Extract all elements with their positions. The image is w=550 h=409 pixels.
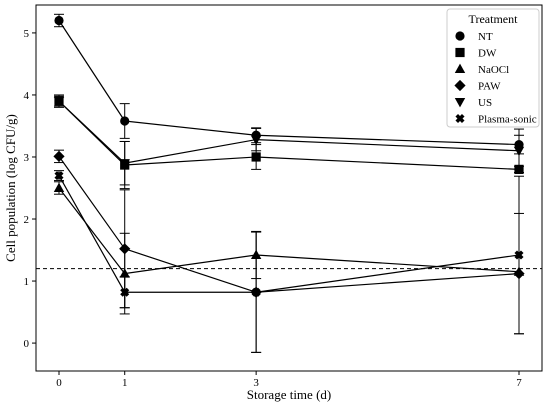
legend-items: NT DW NaOCl PAW US Plasma-sonic bbox=[454, 31, 537, 126]
y-tick-label: 0 bbox=[24, 338, 30, 350]
data-point-nt bbox=[120, 116, 130, 126]
y-axis-title: Cell population (log CFU/g) bbox=[3, 114, 18, 262]
legend-marker-us bbox=[454, 98, 466, 108]
legend-marker-nt bbox=[455, 31, 465, 41]
y-tick-layer: 0 1 2 3 4 5 bbox=[24, 28, 36, 350]
y-tick-label: 5 bbox=[24, 28, 30, 40]
marker-layer bbox=[53, 15, 525, 298]
data-point-plasma-sonic bbox=[514, 250, 524, 260]
x-tick-layer: 0 1 3 7 bbox=[56, 371, 522, 389]
series-line-layer bbox=[58, 20, 520, 293]
x-tick-label: 1 bbox=[122, 377, 128, 389]
data-point-paw bbox=[53, 150, 65, 162]
data-point-paw bbox=[119, 243, 131, 255]
data-point-us bbox=[119, 159, 130, 169]
data-point-us bbox=[513, 146, 525, 157]
legend-label-naocl: NaOCl bbox=[478, 64, 509, 76]
y-tick-label: 3 bbox=[24, 152, 30, 164]
series-line-dw bbox=[58, 100, 520, 170]
data-point-plasma-sonic bbox=[251, 287, 261, 297]
data-point-dw bbox=[514, 164, 524, 174]
data-point-plasma-sonic bbox=[54, 171, 64, 181]
series-line-naocl bbox=[58, 187, 520, 275]
legend-label-dw: DW bbox=[478, 48, 497, 60]
data-point-us bbox=[53, 97, 65, 107]
legend-marker-paw bbox=[454, 79, 466, 92]
x-tick-label: 7 bbox=[516, 377, 522, 389]
data-point-plasma-sonic bbox=[120, 287, 130, 297]
series-line-paw bbox=[58, 156, 520, 293]
data-point-naocl bbox=[53, 182, 65, 192]
x-tick-label: 0 bbox=[56, 377, 62, 389]
legend-marker-plasma-sonic bbox=[455, 113, 465, 124]
series-line-plasma-sonic bbox=[58, 175, 520, 293]
x-tick-label: 3 bbox=[253, 377, 259, 389]
y-tick-label: 4 bbox=[24, 90, 30, 102]
series-line-us bbox=[58, 100, 520, 164]
data-point-dw bbox=[251, 152, 261, 162]
data-point-naocl bbox=[250, 249, 262, 259]
y-tick-label: 2 bbox=[24, 214, 30, 226]
legend-box bbox=[446, 8, 540, 128]
legend-title: Treatment bbox=[469, 12, 519, 26]
legend: Treatment NT DW NaOCl PAW US Plasma-sonic bbox=[446, 8, 540, 128]
legend-label-nt: NT bbox=[478, 31, 493, 43]
legend-marker-naocl bbox=[454, 63, 466, 73]
legend-label-paw: PAW bbox=[478, 81, 501, 93]
x-axis-title: Storage time (d) bbox=[247, 387, 331, 402]
series-line-nt bbox=[58, 20, 520, 146]
legend-label-plasma-sonic: Plasma-sonic bbox=[478, 114, 537, 126]
data-point-nt bbox=[54, 15, 64, 26]
y-tick-label: 1 bbox=[24, 276, 30, 288]
plot-frame bbox=[35, 4, 543, 372]
legend-label-us: US bbox=[478, 97, 492, 109]
legend-marker-dw bbox=[455, 47, 465, 58]
data-point-naocl bbox=[119, 268, 130, 278]
data-point-us bbox=[250, 135, 262, 146]
data-point-paw bbox=[513, 268, 525, 280]
